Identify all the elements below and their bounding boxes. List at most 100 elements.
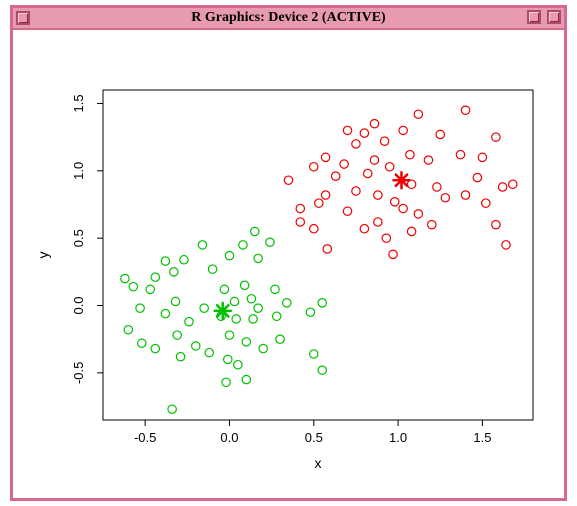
x-axis-label: x	[315, 455, 322, 471]
point-cluster-red	[509, 180, 517, 188]
point-cluster-red	[343, 207, 351, 215]
point-cluster-green	[230, 297, 238, 305]
point-cluster-green	[124, 326, 132, 334]
point-cluster-red	[461, 191, 469, 199]
point-cluster-red	[391, 198, 399, 206]
point-cluster-green	[129, 282, 137, 290]
point-cluster-green	[205, 348, 213, 356]
point-cluster-green	[318, 299, 326, 307]
point-cluster-green	[136, 304, 144, 312]
point-cluster-red	[498, 183, 506, 191]
point-cluster-green	[220, 285, 228, 293]
point-cluster-green	[239, 241, 247, 249]
point-cluster-red	[310, 225, 318, 233]
point-cluster-red	[482, 199, 490, 207]
point-cluster-red	[456, 150, 464, 158]
window-title: R Graphics: Device 2 (ACTIVE)	[13, 10, 564, 26]
window-menu-button[interactable]	[16, 11, 30, 25]
point-cluster-red	[374, 191, 382, 199]
point-cluster-red	[414, 210, 422, 218]
y-tick-label: 1.0	[71, 162, 86, 180]
point-cluster-red	[441, 194, 449, 202]
point-cluster-green	[259, 344, 267, 352]
x-tick-label: 0.0	[220, 430, 238, 445]
x-tick-label: -0.5	[134, 430, 156, 445]
point-cluster-green	[232, 315, 240, 323]
minimize-button[interactable]	[527, 10, 541, 24]
point-cluster-red	[433, 183, 441, 191]
point-cluster-red	[492, 133, 500, 141]
point-cluster-red	[352, 187, 360, 195]
point-cluster-green	[247, 295, 255, 303]
point-cluster-green	[249, 315, 257, 323]
point-cluster-red	[461, 106, 469, 114]
point-cluster-red	[315, 199, 323, 207]
point-cluster-red	[380, 137, 388, 145]
point-cluster-green	[272, 312, 280, 320]
maximize-button[interactable]	[547, 10, 561, 24]
point-cluster-red	[360, 129, 368, 137]
point-cluster-green	[168, 405, 176, 413]
point-cluster-red	[473, 173, 481, 181]
point-cluster-red	[332, 172, 340, 180]
point-cluster-green	[151, 344, 159, 352]
point-cluster-green	[173, 331, 181, 339]
point-cluster-red	[323, 245, 331, 253]
point-cluster-green	[254, 254, 262, 262]
y-tick-label: -0.5	[71, 362, 86, 384]
point-cluster-green	[242, 375, 250, 383]
y-tick-label: 0.5	[71, 229, 86, 247]
point-cluster-green	[225, 331, 233, 339]
point-cluster-green	[170, 268, 178, 276]
point-cluster-red	[428, 220, 436, 228]
point-cluster-green	[180, 256, 188, 264]
point-cluster-green	[283, 299, 291, 307]
point-cluster-red	[321, 191, 329, 199]
plot-canvas: -0.50.00.51.01.5-0.50.00.51.01.5xy	[13, 30, 564, 498]
point-cluster-red	[478, 153, 486, 161]
point-cluster-red	[385, 163, 393, 171]
point-cluster-green	[176, 352, 184, 360]
point-cluster-green	[200, 304, 208, 312]
point-cluster-red	[296, 204, 304, 212]
y-tick-label: 0.0	[71, 296, 86, 314]
y-axis-label: y	[35, 252, 51, 259]
point-cluster-green	[251, 227, 259, 235]
point-cluster-red	[370, 119, 378, 127]
point-cluster-red	[399, 126, 407, 134]
point-cluster-green	[192, 342, 200, 350]
point-cluster-red	[389, 250, 397, 258]
point-cluster-red	[340, 160, 348, 168]
point-cluster-red	[424, 156, 432, 164]
point-cluster-red	[343, 126, 351, 134]
point-cluster-red	[370, 156, 378, 164]
point-cluster-red	[407, 227, 415, 235]
point-cluster-green	[254, 304, 262, 312]
point-cluster-green	[234, 361, 242, 369]
point-cluster-red	[296, 218, 304, 226]
point-cluster-green	[224, 355, 232, 363]
point-cluster-green	[276, 335, 284, 343]
titlebar[interactable]: R Graphics: Device 2 (ACTIVE)	[13, 8, 564, 30]
point-cluster-red	[284, 176, 292, 184]
point-cluster-red	[352, 140, 360, 148]
point-cluster-red	[502, 241, 510, 249]
point-cluster-green	[310, 350, 318, 358]
scatter-chart: -0.50.00.51.01.5-0.50.00.51.01.5xy	[13, 30, 564, 500]
x-tick-label: 0.5	[305, 430, 323, 445]
point-cluster-green	[208, 265, 216, 273]
point-cluster-green	[198, 241, 206, 249]
point-cluster-green	[242, 338, 250, 346]
point-cluster-green	[161, 309, 169, 317]
x-tick-label: 1.0	[389, 430, 407, 445]
point-cluster-red	[310, 163, 318, 171]
point-cluster-red	[436, 130, 444, 138]
point-cluster-green	[306, 308, 314, 316]
point-cluster-red	[492, 220, 500, 228]
point-cluster-red	[374, 218, 382, 226]
point-cluster-green	[171, 297, 179, 305]
point-cluster-red	[364, 169, 372, 177]
point-cluster-red	[321, 153, 329, 161]
point-cluster-red	[399, 204, 407, 212]
point-cluster-green	[151, 273, 159, 281]
